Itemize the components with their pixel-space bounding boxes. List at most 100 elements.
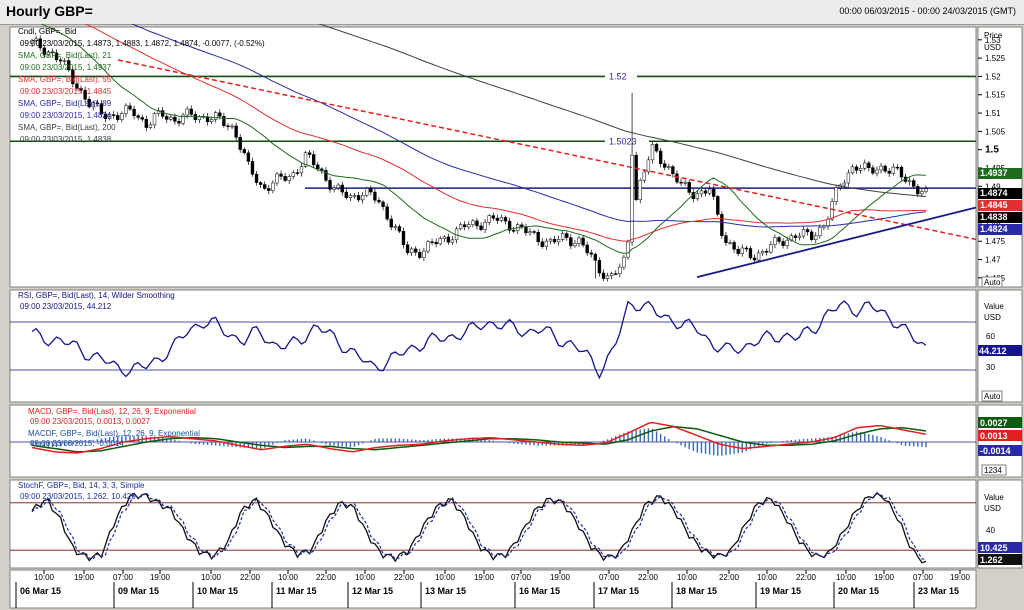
time-hour-label: 22:00 [240, 573, 261, 582]
time-hour-label: 19:00 [74, 573, 95, 582]
candle-body [626, 241, 630, 258]
candle-body [907, 180, 912, 182]
candle-body [71, 69, 75, 85]
candle-body [634, 154, 638, 200]
candle-body [887, 170, 891, 174]
rsi-panel[interactable] [9, 289, 977, 403]
candle-body [883, 165, 887, 172]
candle-body [148, 124, 153, 128]
candle-body [863, 162, 867, 169]
candle-body [369, 188, 373, 193]
candle-body [75, 83, 79, 89]
candle-body [360, 194, 365, 201]
price-axis[interactable] [977, 26, 1023, 288]
candle-body [169, 116, 173, 120]
rsi-tick-60: 60 [986, 332, 995, 341]
candle-body [389, 218, 393, 228]
auto-scale-button[interactable] [981, 276, 1003, 288]
candle-body [867, 162, 871, 168]
candle-body [471, 220, 475, 225]
time-hour-label: 10:00 [278, 573, 299, 582]
candle-body [307, 152, 312, 155]
rsi-value-tag-text: 44.212 [979, 346, 1007, 356]
candle-body [556, 239, 561, 243]
price-tag-bg [978, 168, 1022, 179]
candle-body [618, 266, 622, 274]
stoch-axis-header-1: Value [984, 493, 1004, 502]
time-hour-label: 07:00 [511, 573, 532, 582]
price-tag-bg [978, 212, 1022, 223]
candle-body [536, 232, 540, 243]
candle-body [226, 125, 230, 128]
candle-body [573, 243, 577, 247]
candle-body [585, 244, 589, 254]
time-day-label: 06 Mar 15 [20, 586, 61, 596]
stoch-plot [10, 491, 976, 564]
candle-body [38, 38, 42, 49]
candle-body [336, 184, 340, 189]
candle-body [920, 191, 924, 195]
price-panel[interactable] [9, 26, 977, 288]
candle-body [687, 182, 691, 193]
candle-body [54, 52, 59, 61]
hline-label-1: 1.5023 [609, 136, 637, 146]
rsi-auto-button[interactable] [981, 390, 1003, 402]
time-hour-label: 19:00 [150, 573, 171, 582]
candle-body [622, 256, 626, 268]
candle-body [679, 181, 683, 184]
time-day-label: 17 Mar 15 [598, 586, 639, 596]
candle-body [34, 38, 38, 41]
time-axis[interactable] [9, 569, 977, 609]
price-legend-line-2: SMA, GBP=, Bid(Last), 21 [18, 51, 112, 60]
candle-body [781, 241, 785, 246]
candle-body [332, 187, 336, 190]
macd-legend-line-2: 09:00 23/03/2015, 0.0013, 0.0027 [30, 417, 151, 426]
time-day-label: 09 Mar 15 [118, 586, 159, 596]
candle-body [279, 173, 283, 177]
candle-body [483, 222, 487, 230]
candle-body [801, 229, 806, 237]
macd-line-tag-text: 0.0013 [980, 431, 1008, 441]
candle-body [814, 235, 818, 240]
candle-body [463, 224, 467, 228]
candle-body [46, 51, 51, 55]
macd-scale-box[interactable] [981, 464, 1007, 476]
candle-body [344, 191, 349, 198]
candle-body [499, 217, 504, 221]
candle-body [111, 114, 116, 116]
candle-body [589, 252, 593, 255]
candle-body [348, 195, 353, 198]
candle-body [254, 173, 259, 183]
time-hour-label: 22:00 [638, 573, 659, 582]
chart-area[interactable]: 1.52 1.5023 Cndl, GBP=, Bid 09:00 23/03/20… [0, 24, 1024, 610]
candle-body [916, 186, 920, 195]
candle-body [83, 89, 87, 100]
candle-body [581, 237, 585, 246]
candle-body [446, 236, 451, 243]
stoch-axis[interactable] [977, 479, 1023, 569]
candle-body [356, 195, 361, 201]
candle-body [422, 250, 426, 258]
macdf-tag-text: -0.0014 [980, 446, 1011, 456]
candle-body [850, 166, 855, 174]
time-hour-label: 10:00 [201, 573, 222, 582]
candle-body [740, 247, 744, 254]
price-tick-label: 1.49 [985, 182, 1001, 191]
candle-body [295, 172, 300, 174]
time-hour-label: 19:00 [950, 573, 971, 582]
price-legend: Cndl, GBP=, Bid 09:00 23/03/2015, 1.4873,… [18, 27, 265, 144]
price-tick-label: 1.515 [985, 91, 1006, 100]
price-tag-bg [978, 200, 1022, 211]
time-day-label: 23 Mar 15 [918, 586, 959, 596]
candle-body [303, 152, 308, 167]
candle-body [826, 218, 830, 227]
time-day-label: 12 Mar 15 [352, 586, 393, 596]
stoch-k-tag-text: 1.262 [980, 555, 1003, 565]
rsi-axis-header-1: Value [984, 302, 1004, 311]
candle-body [601, 272, 606, 279]
price-legend-line-4: SMA, GBP=, Bid(Last), 55 [18, 75, 112, 84]
price-tag-bg [978, 188, 1022, 199]
candle-body [263, 184, 267, 189]
candle-body [405, 244, 410, 254]
candle-body [512, 230, 516, 232]
